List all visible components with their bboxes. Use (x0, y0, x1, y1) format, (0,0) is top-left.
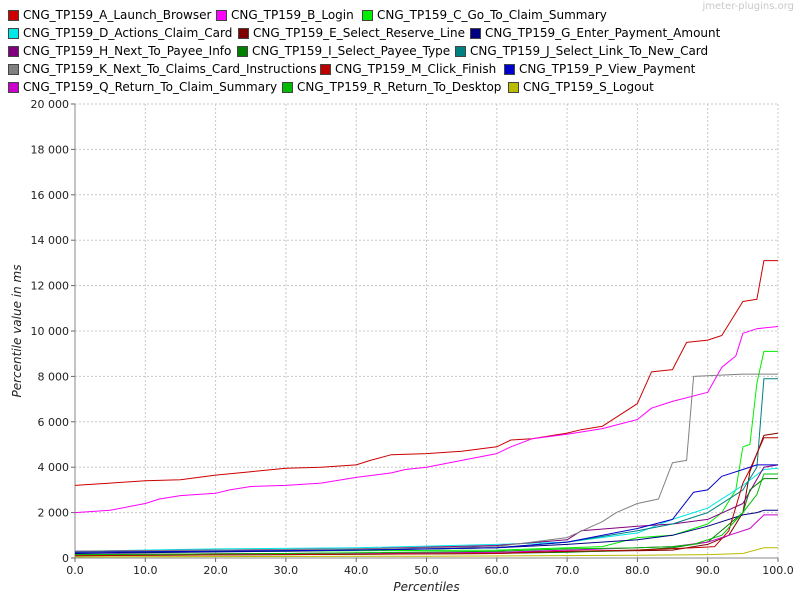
legend-swatch (8, 27, 19, 39)
legend-swatch (8, 9, 19, 21)
legend-swatch (237, 45, 248, 57)
legend-label: CNG_TP159_B_Login (231, 8, 354, 22)
x-tick-label: 70.0 (555, 564, 580, 577)
legend-label: CNG_TP159_Q_Return_To_Claim_Summary (23, 80, 278, 94)
legend-label: CNG_TP159_C_Go_To_Claim_Summary (377, 8, 607, 22)
y-tick-label: 20 000 (31, 98, 70, 111)
y-tick-label: 14 000 (31, 234, 70, 247)
legend-swatch (504, 63, 515, 75)
y-axis-title: Percentile value in ms (10, 265, 24, 398)
x-tick-label: 0.0 (66, 564, 84, 577)
legend-item: CNG_TP159_C_Go_To_Claim_Summary (362, 6, 607, 24)
series-line-14 (74, 473, 778, 556)
watermark: jmeter-plugins.org (702, 1, 794, 12)
legend-swatch (8, 63, 19, 75)
legend-item: CNG_TP159_G_Enter_Payment_Amount (470, 24, 720, 42)
legend-item: CNG_TP159_Q_Return_To_Claim_Summary (8, 78, 277, 96)
y-tick-label: 6 000 (38, 416, 70, 429)
legend-swatch (508, 81, 519, 93)
legend-swatch (282, 81, 293, 93)
legend-swatch (470, 27, 481, 39)
y-tick-label: 2 000 (38, 507, 70, 520)
legend-label: CNG_TP159_M_Click_Finish (335, 62, 497, 76)
series-line-1 (74, 260, 778, 486)
legend-label: CNG_TP159_E_Select_Reserve_Line (253, 26, 465, 40)
legend-item: CNG_TP159_P_View_Payment (504, 60, 695, 78)
y-tick-label: 10 000 (31, 325, 70, 338)
y-tick-label: 18 000 (31, 143, 70, 156)
legend-label: CNG_TP159_R_Return_To_Desktop (297, 80, 502, 94)
x-tick-label: 60.0 (485, 564, 510, 577)
legend-item: CNG_TP159_J_Select_Link_To_New_Card (455, 42, 708, 60)
legend-swatch (320, 63, 331, 75)
legend-item: CNG_TP159_S_Logout (508, 78, 654, 96)
legend-label: CNG_TP159_G_Enter_Payment_Amount (485, 26, 721, 40)
y-tick-label: 0 (62, 552, 69, 565)
legend-item: CNG_TP159_H_Next_To_Payee_Info (8, 42, 231, 60)
series-line-4 (74, 467, 779, 552)
y-tick-label: 8 000 (38, 370, 70, 383)
series-line-3 (74, 350, 778, 553)
legend-swatch (455, 45, 466, 57)
legend-swatch (238, 27, 249, 39)
x-tick-label: 50.0 (414, 564, 439, 577)
x-tick-label: 80.0 (625, 564, 650, 577)
legend-label: CNG_TP159_D_Actions_Claim_Card (23, 26, 233, 40)
series-line-2 (74, 326, 779, 514)
series-line-10 (74, 373, 778, 552)
y-tick-label: 12 000 (31, 280, 70, 293)
legend-label: CNG_TP159_A_Launch_Browser (23, 8, 212, 22)
y-tick-label: 4 000 (38, 461, 70, 474)
legend-label: CNG_TP159_S_Logout (523, 80, 654, 94)
series-line-11 (74, 437, 778, 557)
legend-label: CNG_TP159_P_View_Payment (519, 62, 696, 76)
legend-item: CNG_TP159_M_Click_Finish (320, 60, 496, 78)
legend-item: CNG_TP159_R_Return_To_Desktop (282, 78, 501, 96)
legend-item: CNG_TP159_I_Select_Payee_Type (237, 42, 450, 60)
series-line-12 (74, 464, 778, 553)
legend-item: CNG_TP159_A_Launch_Browser (8, 6, 211, 24)
legend-label: CNG_TP159_H_Next_To_Payee_Info (23, 44, 232, 58)
legend-item: CNG_TP159_E_Select_Reserve_Line (238, 24, 465, 42)
x-tick-label: 90.0 (695, 564, 720, 577)
y-tick-label: 16 000 (31, 189, 70, 202)
legend: CNG_TP159_A_Launch_Browser CNG_TP159_B_Lo… (0, 0, 800, 100)
series-line-15 (74, 547, 778, 558)
x-axis-title: Percentiles (393, 580, 459, 594)
x-tick-label: 30.0 (274, 564, 299, 577)
x-tick-label: 100.0 (762, 564, 794, 577)
legend-swatch (216, 9, 227, 21)
legend-item: CNG_TP159_B_Login (216, 6, 354, 24)
legend-label: CNG_TP159_K_Next_To_Claims_Card_Instruct… (23, 62, 317, 76)
legend-swatch (362, 9, 373, 21)
legend-swatch (8, 81, 19, 93)
legend-swatch (8, 45, 19, 57)
legend-item: CNG_TP159_K_Next_To_Claims_Card_Instruct… (8, 60, 316, 78)
x-tick-label: 20.0 (203, 564, 228, 577)
x-tick-label: 40.0 (344, 564, 369, 577)
x-tick-label: 10.0 (133, 564, 158, 577)
legend-label: CNG_TP159_I_Select_Payee_Type (252, 44, 451, 58)
legend-item: CNG_TP159_D_Actions_Claim_Card (8, 24, 232, 42)
legend-label: CNG_TP159_J_Select_Link_To_New_Card (470, 44, 709, 58)
